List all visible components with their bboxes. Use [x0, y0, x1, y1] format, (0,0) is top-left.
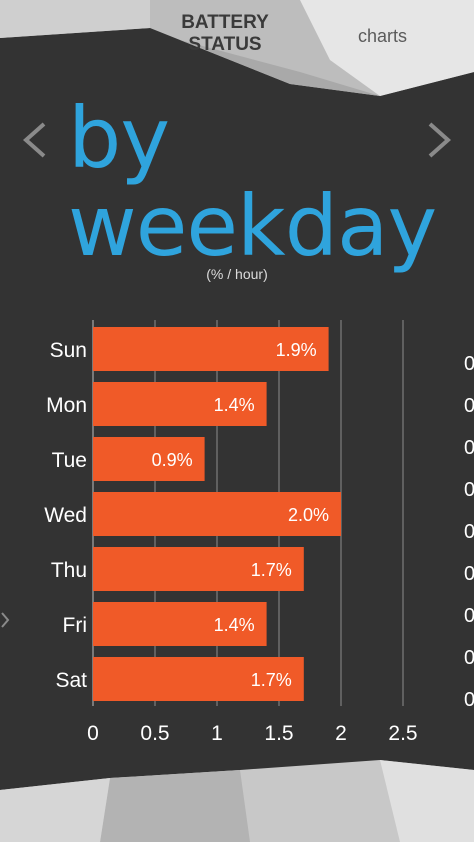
bar-value-label: 1.4% [214, 395, 255, 415]
bar [93, 547, 304, 591]
bar [93, 492, 341, 536]
category-label: Fri [63, 614, 88, 637]
x-tick-label: 0.5 [140, 722, 169, 745]
offscreen-label: 0 [464, 521, 474, 543]
bar [93, 657, 304, 701]
x-tick-label: 2 [335, 722, 347, 745]
offscreen-label: 0 [464, 563, 474, 585]
bar [93, 382, 267, 426]
offscreen-label: 0 [464, 647, 474, 669]
bar-value-label: 0.9% [152, 450, 193, 470]
bar-value-label: 1.9% [276, 340, 317, 360]
app-title-line1: BATTERY [181, 12, 269, 33]
offscreen-label: 0 [464, 437, 474, 459]
category-label: Tue [52, 449, 87, 472]
offscreen-label: 0 [464, 353, 474, 375]
page-title-line2: weekday [68, 177, 437, 275]
edge-chevron-icon [1, 612, 10, 628]
category-label: Wed [44, 504, 87, 527]
bar-value-label: 1.4% [214, 615, 255, 635]
bar [93, 327, 329, 371]
units-subtitle: (% / hour) [206, 266, 268, 282]
chevron-right-icon[interactable] [420, 120, 460, 160]
x-tick-label: 0 [87, 722, 99, 745]
chevron-left-icon[interactable] [18, 120, 58, 160]
offscreen-label: 0 [464, 479, 474, 501]
category-label: Sat [55, 669, 87, 692]
offscreen-label: 0 [464, 689, 474, 711]
bar-value-label: 1.7% [251, 560, 292, 580]
bar [93, 437, 205, 481]
bar-value-label: 1.7% [251, 670, 292, 690]
bar [93, 602, 267, 646]
x-tick-label: 1.5 [264, 722, 293, 745]
tab-charts[interactable]: charts [358, 26, 408, 46]
app-title: BATTERY STATUS [160, 12, 290, 56]
offscreen-label: 0 [464, 605, 474, 627]
category-label: Thu [51, 559, 87, 582]
app-title-line2: STATUS [188, 34, 262, 55]
category-label: Mon [46, 394, 87, 417]
offscreen-label: 0 [464, 395, 474, 417]
bar-value-label: 2.0% [288, 505, 329, 525]
page-title-line1: by [68, 89, 170, 187]
category-label: Sun [50, 339, 87, 362]
x-tick-label: 2.5 [388, 722, 417, 745]
x-tick-label: 1 [211, 722, 223, 745]
